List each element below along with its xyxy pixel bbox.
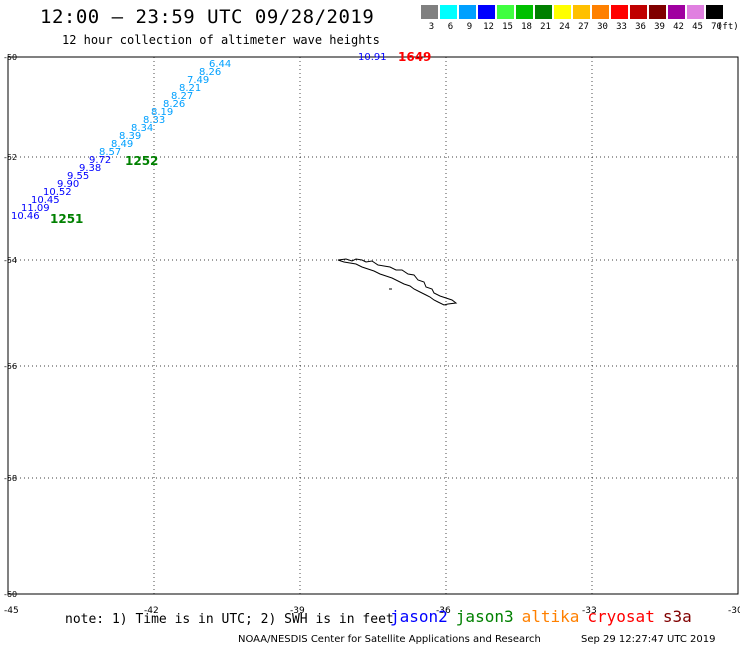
track-1252: 6.448.267.498.218.278.268.198.338.348.39… [89, 59, 231, 168]
scale-swatch [706, 5, 723, 19]
map-frame [7, 56, 739, 595]
wave-height-value: 8.49 [111, 139, 133, 150]
scale-label: 39 [654, 22, 665, 32]
wave-height-value: 8.33 [143, 115, 165, 126]
wave-height-value: 6.44 [209, 59, 231, 70]
wave-height-value: 8.34 [131, 123, 153, 134]
wave-height-value: 8.39 [119, 131, 141, 142]
satellite-name: jason3 [455, 607, 514, 626]
note-text: note: 1) Time is in UTC; 2) SWH is in fe… [65, 612, 394, 627]
track-time-label: 1252 [125, 154, 158, 168]
scale-swatch [497, 5, 514, 19]
wave-height-value: 8.57 [99, 147, 121, 158]
satellite-legend: jason2 jason3 altika cryosat s3a [390, 607, 700, 626]
scale-label: 33 [616, 22, 627, 32]
satellite-name: s3a [662, 607, 692, 626]
map-subtitle: 12 hour collection of altimeter wave hei… [62, 33, 380, 47]
wave-height-value: 8.26 [163, 99, 185, 110]
timestamp-text: Sep 29 12:27:47 UTC 2019 [581, 634, 716, 645]
scale-label: 36 [635, 22, 646, 32]
lat-tick-label: -58 [4, 474, 17, 483]
scale-label: 24 [559, 22, 570, 32]
wave-height-value: 10.52 [43, 187, 72, 198]
satellite-name: jason2 [390, 607, 448, 626]
wave-height-value: 8.27 [171, 91, 193, 102]
wave-height-value: 9.38 [79, 163, 101, 174]
wave-height-value: 10.45 [31, 195, 60, 206]
lat-tick-label: -60 [4, 590, 17, 599]
scale-swatch [459, 5, 476, 19]
lon-tick-label: -36 [436, 606, 451, 616]
wave-height-value: 10.91 [358, 52, 387, 63]
scale-swatch [421, 5, 438, 19]
scale-label: 3 [428, 22, 435, 32]
scale-label: 15 [502, 22, 513, 32]
satellite-name: altika [521, 607, 580, 626]
scale-label: 30 [597, 22, 608, 32]
wave-height-value: 7.49 [187, 75, 209, 86]
wave-height-value: 8.21 [179, 83, 201, 94]
satellite-name: cryosat [587, 607, 655, 626]
wave-height-value: 9.55 [67, 171, 89, 182]
wave-height-value: 10.46 [11, 211, 40, 222]
scale-swatch [573, 5, 590, 19]
track-1649: 10.91 1649 [358, 50, 431, 64]
wave-height-value: 8.19 [151, 107, 173, 118]
scale-label: 27 [578, 22, 589, 32]
wave-height-value: 9.72 [89, 155, 111, 166]
credit-text: NOAA/NESDIS Center for Satellite Applica… [238, 634, 541, 645]
lon-tick-label: -39 [290, 606, 305, 616]
scale-label: 18 [521, 22, 532, 32]
scale-swatch [592, 5, 609, 19]
scale-swatch [649, 5, 666, 19]
lon-tick-label: -30 [728, 606, 740, 616]
scale-swatch [478, 5, 495, 19]
scale-swatch [535, 5, 552, 19]
scale-swatch [554, 5, 571, 19]
scale-unit: (ft) [717, 22, 739, 32]
lon-tick-label: -45 [4, 606, 19, 616]
track-time-label: 1649 [398, 50, 431, 64]
scale-swatch [668, 5, 685, 19]
island-coastline [337, 258, 458, 306]
scale-swatch [630, 5, 647, 19]
map-title: 12:00 – 23:59 UTC 09/28/2019 [40, 6, 375, 28]
scale-swatch [611, 5, 628, 19]
scale-label: 21 [540, 22, 551, 32]
lat-tick-label: -50 [4, 53, 17, 62]
altimeter-tracks: 6.448.267.498.218.278.268.198.338.348.39… [11, 50, 431, 226]
scale-swatch [440, 5, 457, 19]
scale-label: 45 [692, 22, 703, 32]
lat-tick-label: -52 [4, 153, 17, 162]
scale-label: 12 [483, 22, 494, 32]
lon-tick-label: -33 [582, 606, 597, 616]
wave-height-value: 8.26 [199, 67, 221, 78]
scale-label: 70 [711, 22, 722, 32]
lat-tick-label: -56 [4, 362, 17, 371]
scale-label: 9 [466, 22, 473, 32]
scale-swatch [687, 5, 704, 19]
scale-label: 6 [447, 22, 454, 32]
axis-tick-labels: -45 -42 -39 -36 -33 -30 -50 -52 -54 -56 -58 -60 [4, 53, 740, 616]
wave-height-value: 11.09 [21, 203, 50, 214]
wave-height-value: 9.90 [57, 179, 79, 190]
scale-label: 42 [673, 22, 684, 32]
lon-tick-label: -42 [144, 606, 159, 616]
track-time-label: 1251 [50, 212, 83, 226]
map-grid [7, 56, 739, 595]
scale-swatch [516, 5, 533, 19]
lat-tick-label: -54 [4, 256, 17, 265]
